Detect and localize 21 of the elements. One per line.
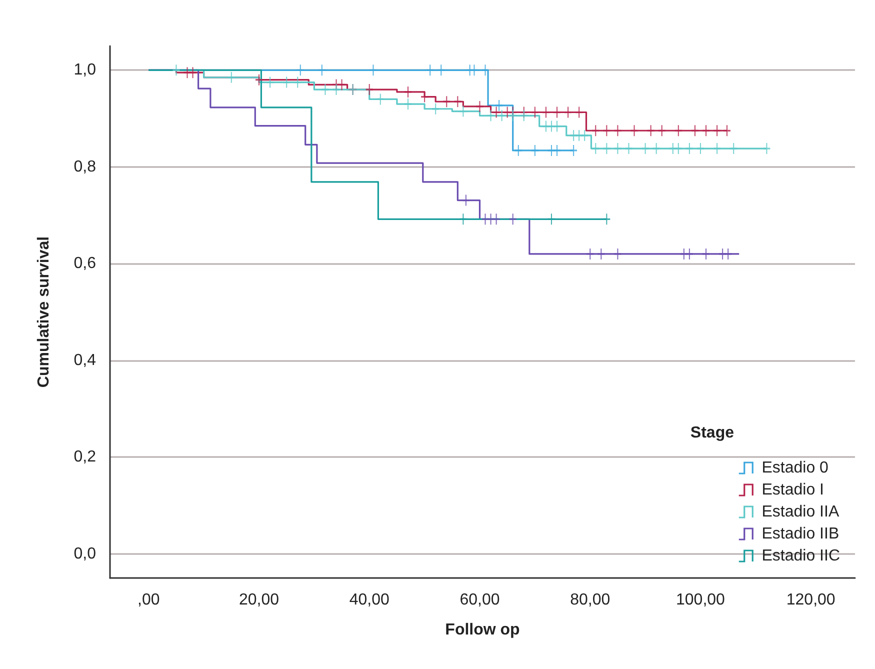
x-tick-label: 20,00: [238, 592, 280, 608]
y-tick-label: 0,8: [74, 158, 96, 176]
x-tick-label: 60,00: [460, 592, 500, 608]
y-tick-label: 0,6: [74, 255, 96, 272]
legend-label: Estadio I: [762, 482, 824, 498]
x-tick-label: 120,00: [786, 592, 836, 608]
x-tick-label: 100,00: [676, 592, 726, 608]
legend-title: Stage: [690, 424, 734, 442]
legend-label: Estadio IIA: [762, 504, 840, 520]
x-tick-label: ,00: [138, 592, 160, 608]
y-tick-label: 1,0: [74, 62, 96, 79]
x-tick-label: 40,00: [349, 592, 390, 608]
x-axis-title: Follow op: [445, 622, 520, 638]
y-tick-label: 0,2: [74, 448, 96, 466]
y-axis-title: Cumulative survival: [36, 236, 52, 388]
y-tick-label: 0,4: [74, 352, 96, 369]
legend-label: Estadio 0: [762, 460, 829, 476]
legend-label: Estadio IIC: [762, 548, 840, 564]
x-tick-label: 80,00: [570, 592, 610, 608]
legend-label: Estadio IIB: [762, 526, 840, 542]
y-tick-label: 0,0: [74, 545, 96, 562]
